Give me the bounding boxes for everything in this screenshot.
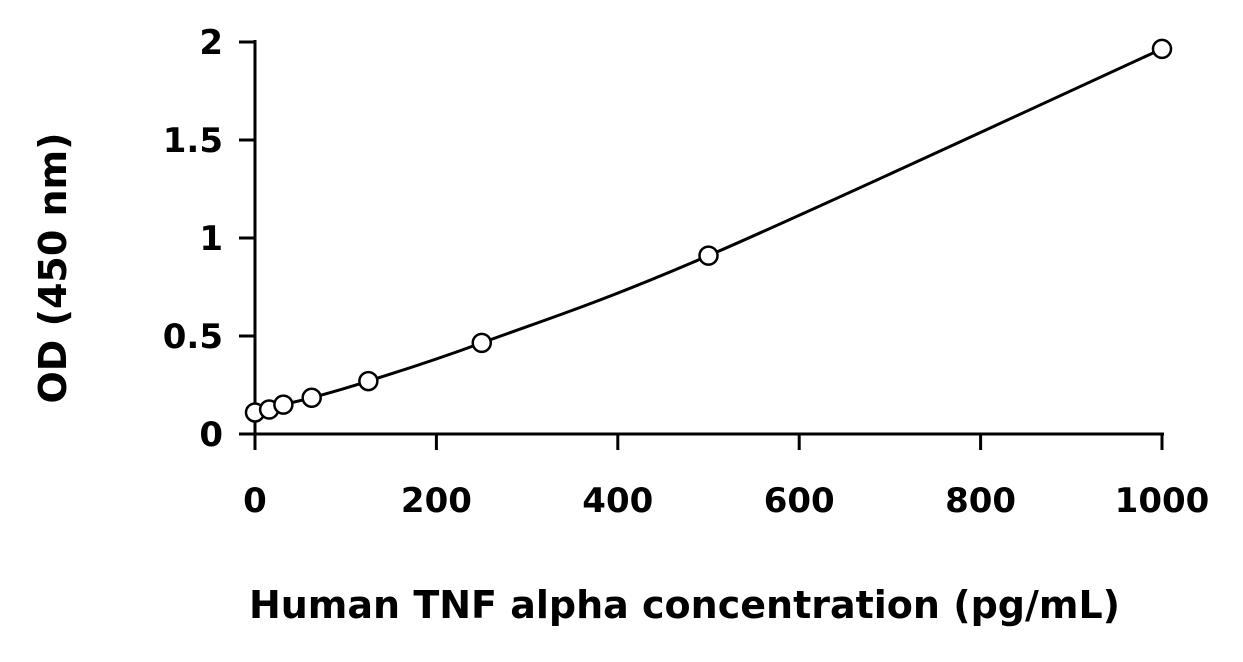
x-tick-label: 1000 (1115, 481, 1210, 521)
y-tick-label: 2 (199, 23, 223, 63)
y-tick-label: 1.5 (163, 121, 223, 161)
x-tick-label: 800 (945, 481, 1016, 521)
data-point (698, 245, 719, 266)
axes (239, 40, 1164, 436)
data-point (273, 394, 294, 415)
x-tick-label: 600 (764, 481, 835, 521)
y-tick-label: 0.5 (163, 317, 223, 357)
y-tick-label: 1 (199, 219, 223, 259)
data-point (301, 387, 322, 408)
data-points (244, 38, 1173, 423)
y-axis-title: OD (450 nm) (31, 132, 75, 403)
ticks (239, 40, 1164, 450)
fit-curve (254, 47, 1163, 414)
tick-labels: 0 0.5 1 1.5 2 0 200 400 600 800 1000 (163, 23, 1210, 521)
x-axis-title: Human TNF alpha concentration (pg/mL) (249, 583, 1120, 627)
data-point (358, 370, 379, 392)
x-tick-label: 400 (582, 481, 653, 521)
x-tick-label: 0 (243, 481, 267, 521)
y-tick-label: 0 (199, 415, 223, 455)
data-point (1151, 38, 1173, 60)
data-point (471, 332, 492, 354)
x-tick-label: 200 (401, 481, 472, 521)
